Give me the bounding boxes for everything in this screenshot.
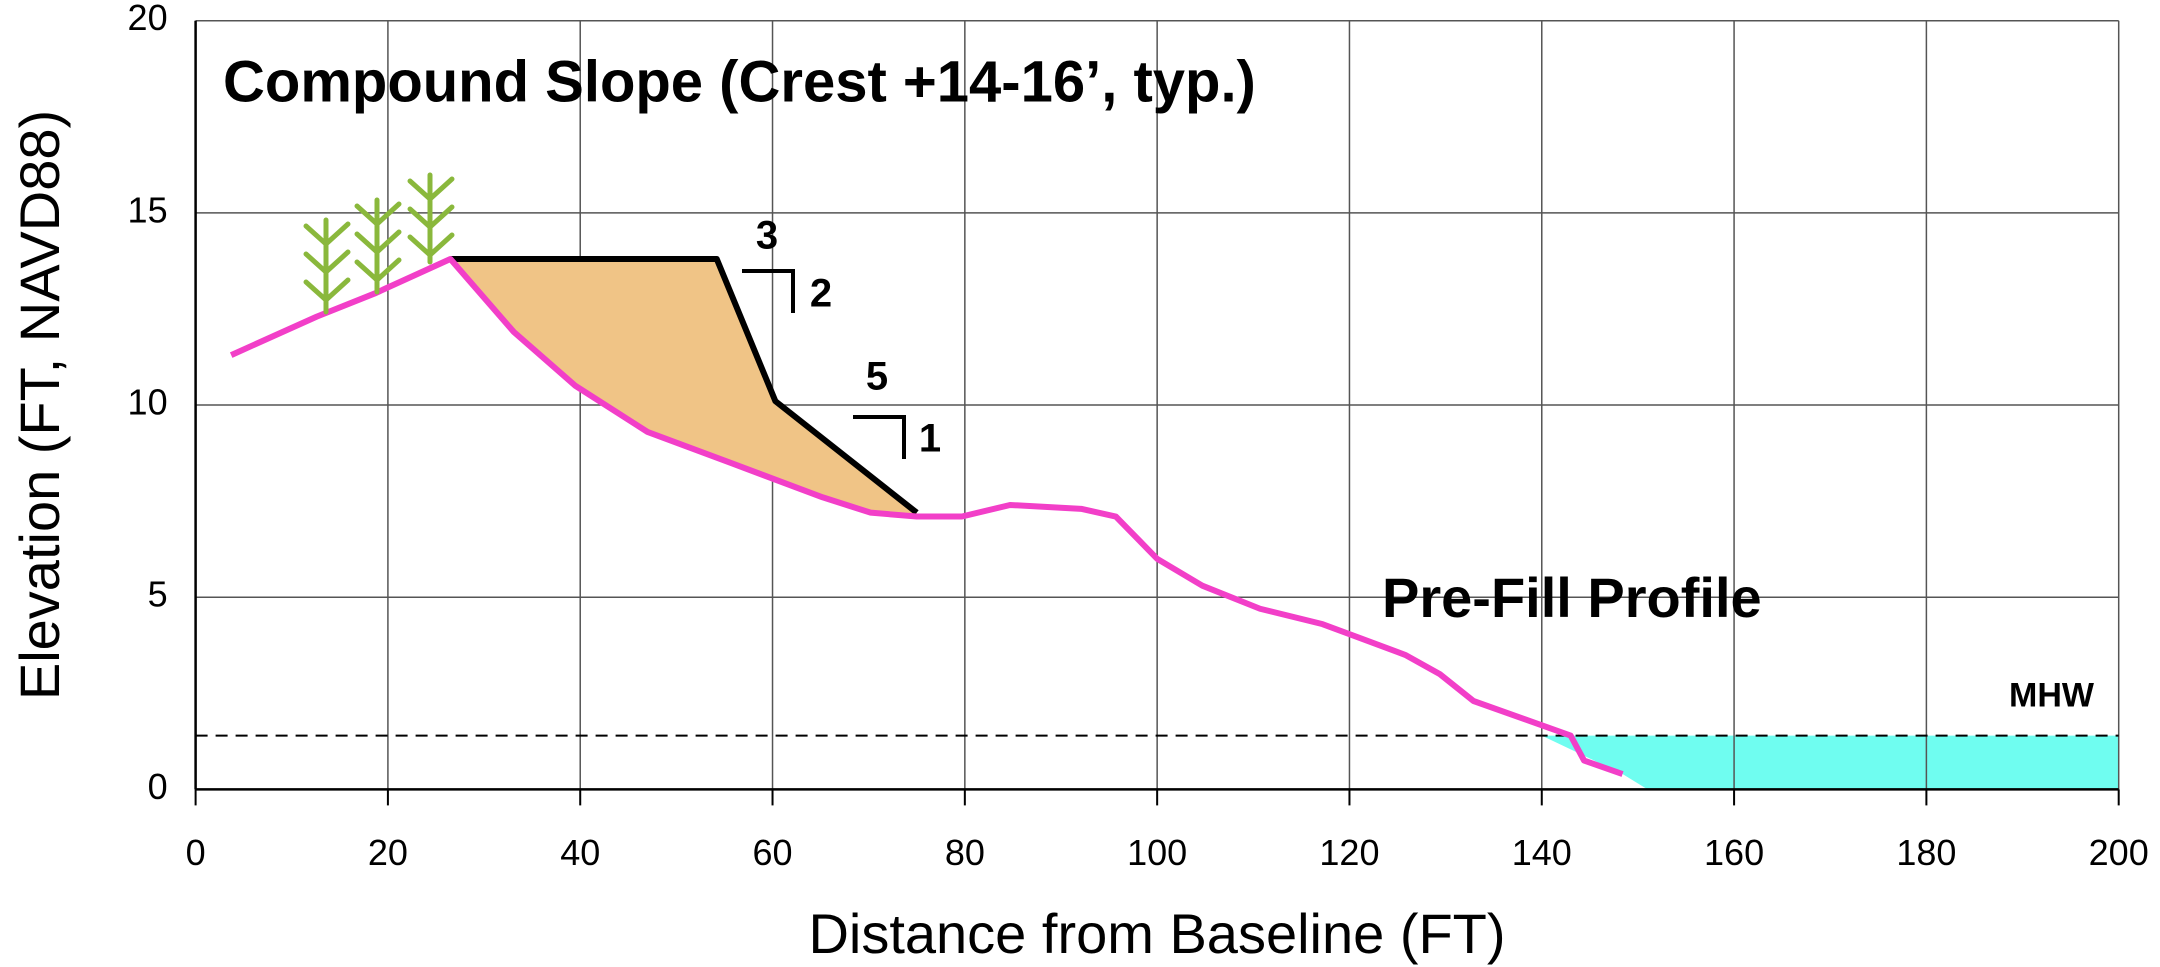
x-tick-label: 20 (368, 832, 408, 873)
plant-icon (354, 197, 402, 295)
x-tick-label: 120 (1319, 832, 1379, 873)
line-series (229, 255, 1624, 777)
y-tick-label: 10 (128, 382, 168, 423)
x-axis-label: Distance from Baseline (FT) (808, 902, 1505, 965)
plant-icon (407, 172, 455, 265)
x-tick-label: 80 (945, 832, 985, 873)
x-tick-label: 160 (1704, 832, 1764, 873)
slope-run: 5 (866, 355, 888, 399)
plant-icon (303, 217, 351, 315)
plant-branch (407, 176, 455, 203)
x-tick-label: 100 (1127, 832, 1187, 873)
x-tick-label: 60 (753, 832, 793, 873)
y-tick-label: 0 (148, 766, 168, 807)
line-series (450, 255, 919, 516)
x-tick-label: 40 (560, 832, 600, 873)
plant-branch (354, 201, 402, 228)
slope-rise: 2 (810, 272, 832, 316)
plant-branch (354, 257, 402, 284)
y-tick-label: 15 (128, 189, 168, 230)
plot-area (194, 19, 2120, 806)
slope-rise: 1 (919, 417, 941, 461)
slope-symbol (742, 269, 795, 313)
water (1541, 735, 2119, 790)
slope-run: 3 (756, 214, 778, 258)
plant-branch (303, 221, 351, 248)
x-tick-label: 140 (1512, 832, 1572, 873)
fill-area (450, 258, 917, 517)
series-label: Pre-Fill Profile (1382, 566, 1762, 629)
plant-branch (303, 249, 351, 276)
x-tick-label: 200 (2089, 832, 2149, 873)
slope-symbol (853, 415, 906, 459)
y-tick-label: 20 (128, 0, 168, 38)
mhw-label: MHW (2009, 677, 2095, 715)
plant-branch (407, 232, 455, 259)
x-tick-label: 180 (1896, 832, 1956, 873)
y-axis-label: Elevation (FT, NAVD88) (8, 110, 71, 700)
y-tick-label: 5 (148, 574, 168, 615)
plant-branch (354, 229, 402, 256)
plant-branch (303, 277, 351, 304)
x-tick-label: 0 (186, 832, 206, 873)
chart-title: Compound Slope (Crest +14-16’, typ.) (223, 49, 1256, 114)
plant-branch (407, 204, 455, 231)
